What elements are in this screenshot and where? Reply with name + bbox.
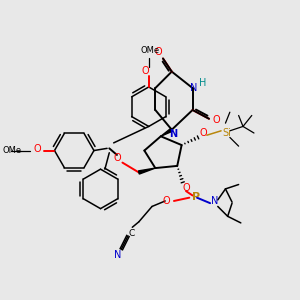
Text: P: P [192, 192, 200, 202]
Polygon shape [139, 168, 155, 174]
Text: O: O [163, 196, 170, 206]
Polygon shape [161, 128, 172, 136]
Text: H: H [199, 78, 206, 88]
Text: O: O [155, 47, 162, 57]
Text: OMe: OMe [140, 46, 159, 55]
Text: O: O [182, 183, 190, 193]
Text: O: O [213, 115, 220, 125]
Text: N: N [169, 129, 177, 139]
Text: O: O [200, 128, 207, 138]
Text: Si: Si [222, 128, 231, 138]
Text: C: C [128, 229, 134, 238]
Text: O: O [113, 153, 121, 163]
Text: N: N [211, 196, 218, 206]
Text: N: N [114, 250, 122, 260]
Text: O: O [33, 145, 41, 154]
Text: OMe: OMe [2, 146, 21, 155]
Text: N: N [190, 83, 197, 93]
Text: O: O [142, 65, 149, 76]
